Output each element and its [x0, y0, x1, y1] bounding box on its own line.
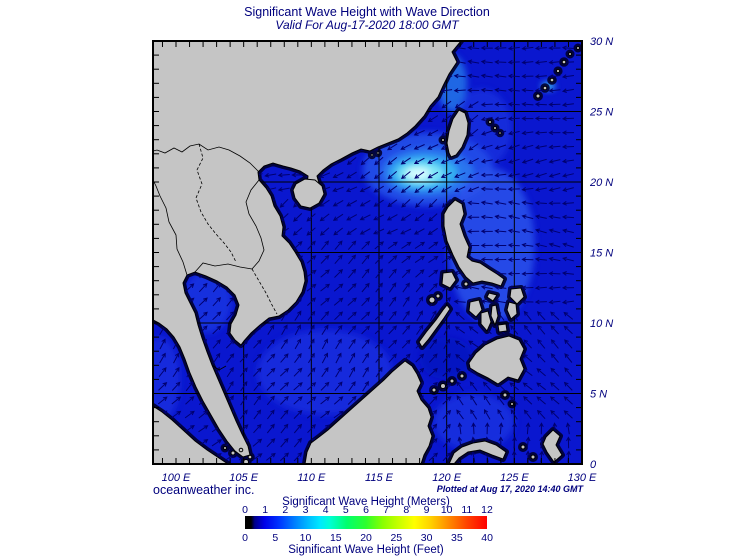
feet-tick-value: 0 [242, 532, 248, 544]
lon-axis-labels: 100 E 105 E 110 E 115 E 120 E 125 E 130 E [162, 472, 597, 484]
lat-tick-label: 25 N [589, 107, 613, 119]
lon-tick-label: 110 E [297, 472, 326, 484]
lat-tick-label: 10 N [590, 318, 613, 330]
meters-tick-value: 4 [323, 504, 329, 516]
meters-tick-value: 12 [481, 504, 493, 516]
height-patch [433, 393, 515, 450]
lon-tick-label: 100 E [162, 472, 191, 484]
meters-tick-value: 9 [424, 504, 430, 516]
plotted-timestamp: Plotted at Aug 17, 2020 14:40 GMT [437, 484, 585, 494]
lat-tick-label: 20 N [589, 177, 613, 189]
meters-tick-value: 8 [403, 504, 409, 516]
meters-tick-value: 0 [242, 504, 248, 516]
feet-tick-value: 25 [390, 532, 402, 544]
meters-tick-value: 7 [383, 504, 389, 516]
lat-tick-label: 15 N [590, 248, 613, 260]
lat-tick-label: 5 N [590, 389, 607, 401]
legend-feet-ticks: 0 5 10 15 20 25 30 35 40 [242, 532, 493, 544]
feet-tick-value: 35 [451, 532, 463, 544]
feet-tick-value: 30 [421, 532, 433, 544]
lat-axis-labels: 30 N 25 N 20 N 15 N 10 N 5 N 0 [589, 36, 613, 471]
meters-tick-value: 1 [262, 504, 268, 516]
colorbar [245, 516, 487, 529]
meters-tick-value: 2 [282, 504, 288, 516]
feet-tick-value: 20 [360, 532, 372, 544]
meters-tick-value: 11 [461, 504, 472, 516]
meters-tick-value: 5 [343, 504, 349, 516]
page-title: Significant Wave Height with Wave Direct… [244, 5, 490, 19]
lat-tick-label: 0 [590, 459, 597, 471]
lon-tick-label: 125 E [500, 472, 529, 484]
legend-feet-caption: Significant Wave Height (Feet) [288, 544, 444, 556]
meters-tick-value: 6 [363, 504, 369, 516]
height-patch [406, 167, 431, 180]
feet-tick-value: 5 [272, 532, 278, 544]
meters-tick-value: 10 [441, 504, 453, 516]
legend-meters-ticks: 0 1 2 3 4 5 6 7 8 9 10 11 12 [242, 504, 493, 516]
degree-tick-marks [154, 42, 581, 463]
country-borders [153, 143, 278, 371]
valid-time-subtitle: Valid For Aug-17-2020 18:00 GMT [275, 18, 460, 32]
lon-tick-label: 105 E [229, 472, 258, 484]
lon-tick-label: 115 E [365, 472, 394, 484]
meters-tick-value: 3 [303, 504, 309, 516]
credit-text: oceanweather inc. [153, 483, 254, 497]
feet-tick-value: 10 [300, 532, 312, 544]
feet-tick-value: 15 [330, 532, 342, 544]
map-frame [152, 40, 583, 465]
lat-tick-label: 30 N [590, 36, 613, 48]
height-patch [153, 337, 181, 422]
lon-tick-label: 130 E [568, 472, 597, 484]
legend-meters-caption: Significant Wave Height (Meters) [282, 496, 450, 508]
feet-tick-value: 40 [481, 532, 493, 544]
lon-tick-label: 120 E [432, 472, 461, 484]
